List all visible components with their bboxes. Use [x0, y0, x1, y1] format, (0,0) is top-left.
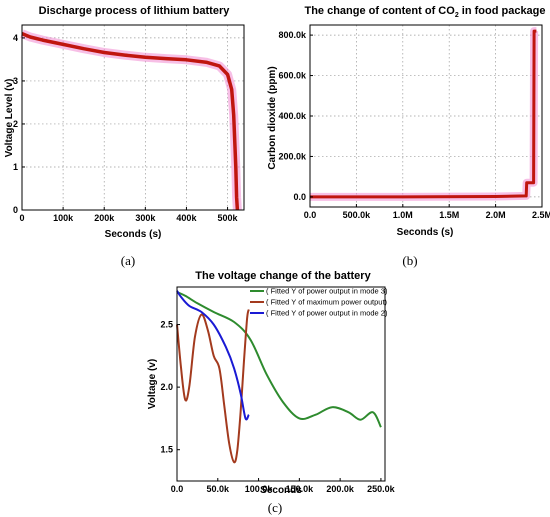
chart-b-xtick-label: 1.0M: [393, 210, 413, 220]
chart-b-ytick-label: 400.0k: [278, 111, 307, 121]
chart-a-ytick-label: 2: [13, 119, 18, 129]
caption-b: (b): [402, 253, 417, 268]
chart-a-frame: [21, 24, 245, 211]
chart-c-xtick-label: 100.0k: [245, 484, 274, 494]
chart-b-title-main: The change of content of CO: [304, 5, 455, 17]
chart-c-legend-label-2: ( Fitted Y of maximum power output): [266, 298, 388, 307]
chart-b-ytick-label: 0.0: [293, 192, 306, 202]
chart-a-xtick-label: 0: [19, 213, 24, 223]
chart-a-xtick-label: 100k: [53, 213, 74, 223]
chart-a-band: [20, 29, 242, 211]
chart-a-series-line: [21, 31, 240, 211]
chart-c-ytick-label: 2.0: [160, 382, 173, 392]
chart-b-xtick-label: 500.0k: [343, 210, 372, 220]
chart-b-noise-band: [310, 27, 539, 201]
chart-b-ticks: 0.0 500.0k 1.0M 1.5M 2.0M 2.5M 0.0 200.0k 400.0k…: [278, 30, 550, 220]
chart-a: Discharge process of lithium battery 0 10…: [4, 5, 245, 268]
caption-a: (a): [121, 253, 135, 268]
chart-b-xtick-label: 0.0: [304, 210, 317, 220]
chart-a-ytick-label: 1: [13, 162, 18, 172]
chart-a-ticks: 0 100k 200k 300k 400k 500k 0 1 2 3 4: [13, 33, 239, 223]
chart-b-band: [310, 27, 539, 201]
chart-c: The voltage change of the battery 0.0 50.…: [147, 270, 396, 515]
chart-b-ytick-label: 600.0k: [278, 71, 307, 81]
chart-a-xtick-label: 200k: [94, 213, 115, 223]
chart-c-xtick-label: 0.0: [171, 484, 184, 494]
chart-a-xtick-label: 300k: [135, 213, 156, 223]
chart-b-ylabel: Carbon dioxide (ppm): [267, 66, 278, 169]
chart-b-ytick-label: 800.0k: [278, 30, 307, 40]
chart-a-ytick-label: 4: [13, 33, 18, 43]
chart-c-xlabel: Seconds: [260, 485, 302, 496]
chart-c-ylabel: Voltage (v): [147, 359, 158, 409]
chart-b-title: The change of content of CO2 in food pac…: [304, 5, 545, 19]
chart-a-noise-band: [20, 29, 242, 211]
chart-c-ticks: 0.0 50.0k 100.0k 150.0k 200.0k 250.0k 1.5 2.0 2.…: [160, 320, 395, 494]
chart-b-xlabel: Seconds (s): [397, 227, 454, 238]
chart-a-xtick-label: 400k: [176, 213, 197, 223]
caption-c: (c): [268, 500, 282, 515]
chart-c-legend: ( Fitted Y of power output in mode 3) ( F…: [250, 287, 388, 318]
chart-a-ytick-label: 3: [13, 76, 18, 86]
chart-a-xlabel: Seconds (s): [105, 229, 162, 240]
chart-c-xtick-label: 250.0k: [367, 484, 396, 494]
chart-b-grid: [309, 25, 543, 207]
chart-c-legend-label-1: ( Fitted Y of power output in mode 3): [266, 287, 388, 296]
chart-c-ytick-label: 2.5: [160, 320, 173, 330]
chart-b-title-sub: 2: [455, 12, 459, 19]
chart-c-title: The voltage change of the battery: [195, 270, 371, 282]
chart-b-xtick-label: 2.5M: [532, 210, 550, 220]
chart-c-series: [176, 290, 382, 464]
chart-c-series-line-3: [176, 290, 250, 421]
chart-a-ytick-label: 0: [13, 205, 18, 215]
chart-b-xtick-label: 2.0M: [486, 210, 506, 220]
chart-b-series-line: [310, 29, 537, 199]
chart-a-xtick-label: 500k: [218, 213, 239, 223]
chart-c-xtick-label: 200.0k: [326, 484, 355, 494]
chart-c-frame: [176, 286, 386, 482]
chart-c-xtick-label: 150.0k: [286, 484, 315, 494]
chart-a-ylabel: Voltage Level (v): [4, 79, 15, 158]
chart-b-title-tail: in food package: [459, 5, 546, 17]
chart-c-series-line-1: [176, 291, 382, 428]
chart-a-title: Discharge process of lithium battery: [39, 5, 231, 17]
chart-b-xtick-label: 1.5M: [439, 210, 459, 220]
chart-b-ytick-label: 200.0k: [278, 151, 307, 161]
chart-c-ytick-label: 1.5: [160, 445, 173, 455]
chart-c-legend-label-3: ( Fitted Y of power output in mode 2): [266, 309, 388, 318]
chart-c-xtick-label: 50.0k: [207, 484, 231, 494]
chart-b: The change of content of CO2 in food pac…: [267, 5, 550, 268]
